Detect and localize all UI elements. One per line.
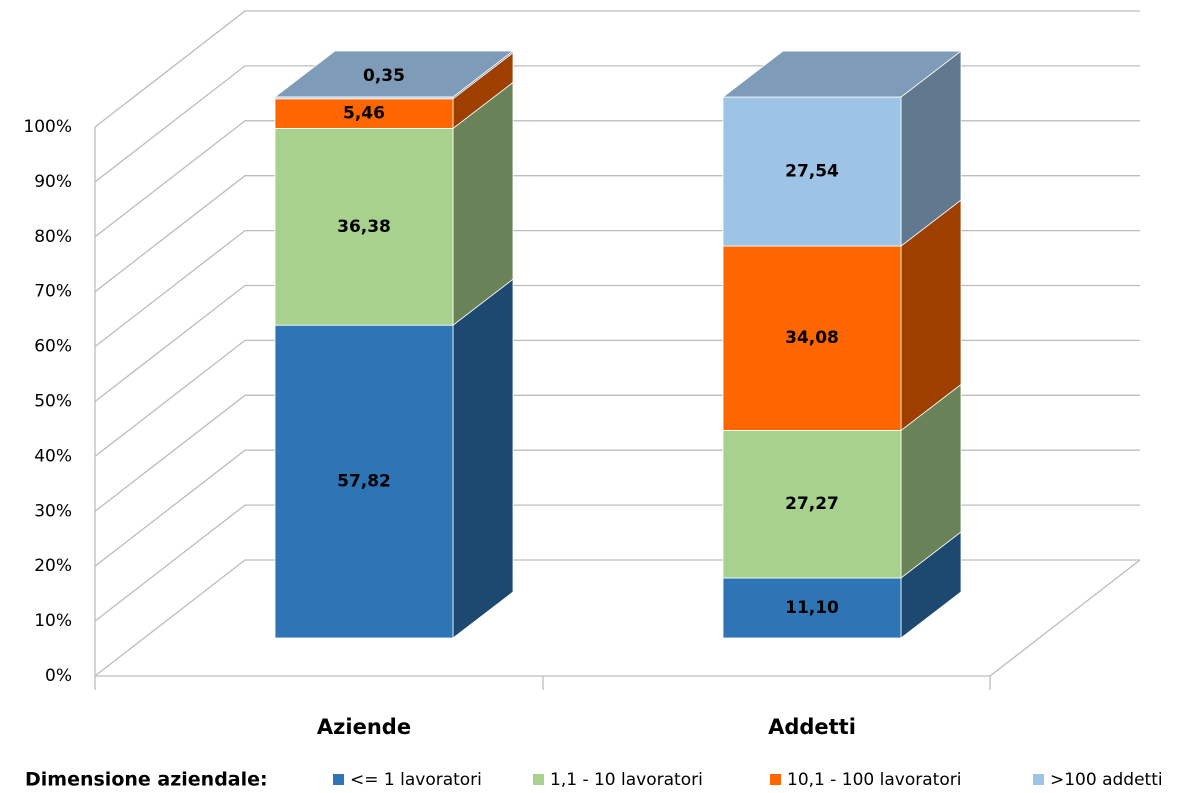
bar [722,96,902,247]
bar [722,577,902,639]
legend-swatch [770,774,781,785]
bar [274,324,454,639]
y-tick-label: 30% [34,501,72,521]
bar-top [721,50,963,98]
x-tick-label: Aziende [317,715,411,739]
bar-top [273,50,515,98]
bar [722,245,902,431]
legend-label: >100 addetti [1050,770,1163,790]
y-tick-label: 10% [34,611,72,631]
legend-title: Dimensione aziendale: [25,769,268,791]
bar [274,127,454,326]
y-tick-label: 100% [23,117,72,137]
value-label: 36,38 [337,217,391,237]
legend-label: <= 1 lavoratori [350,770,482,790]
grid-line [94,65,1140,183]
value-label: 5,46 [343,104,385,124]
grid-line [94,449,1140,567]
value-label: 11,10 [785,598,839,618]
value-label: 34,08 [785,328,839,348]
legend-swatch [533,774,544,785]
legend-label: 1,1 - 10 lavoratori [550,770,703,790]
grid-line [94,175,1140,293]
grid-line [94,339,1140,457]
grid-line [94,10,1140,128]
y-tick-label: 20% [34,556,72,576]
value-label: 27,54 [785,162,839,182]
value-label: 27,27 [785,494,839,514]
grid-line [94,504,1140,622]
legend-swatch [1033,774,1044,785]
bar [722,430,902,579]
floor-side [989,559,1141,677]
y-tick-label: 70% [34,282,72,302]
value-label: 57,82 [337,472,391,492]
legend-swatch [333,774,344,785]
grid-line [94,120,1140,238]
y-tick-label: 60% [34,337,72,357]
y-tick-label: 90% [34,172,72,192]
x-tick-label: Addetti [768,715,856,739]
grid-line [94,229,1140,348]
y-tick-label: 40% [34,446,72,466]
legend-label: 10,1 - 100 lavoratori [787,770,961,790]
grid-line [94,284,1140,403]
y-tick-label: 0% [45,666,72,686]
grid-line [94,394,1140,512]
y-tick-label: 50% [34,392,72,412]
grid-line [94,559,1140,677]
bar-side [452,278,514,639]
value-label: 0,35 [363,66,405,86]
bar [274,98,454,129]
y-tick-label: 80% [34,227,72,247]
